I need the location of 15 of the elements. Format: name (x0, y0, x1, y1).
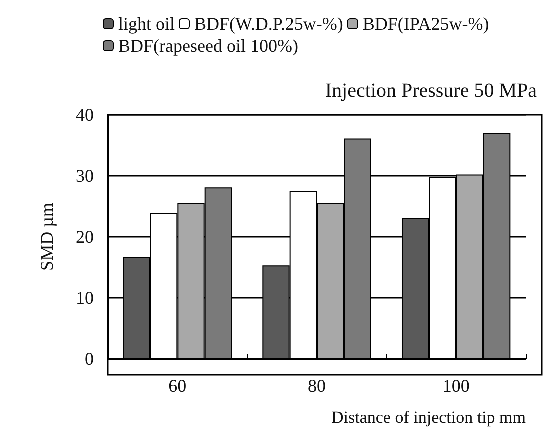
chart-title: Injection Pressure 50 MPa (325, 80, 538, 102)
y-tick-label: 0 (85, 349, 94, 369)
legend-label: BDF(W.D.P.25w-%) (194, 14, 344, 34)
y-axis-title: SMD µm (37, 203, 57, 271)
legend-label: light oil (118, 14, 176, 34)
y-tick-label: 30 (76, 166, 94, 186)
x-tick-label: 60 (168, 376, 187, 396)
legend-label: BDF(IPA25w-%) (362, 14, 490, 34)
x-axis-title: Distance of injection tip mm (331, 408, 526, 427)
y-tick-label: 20 (76, 227, 94, 247)
legend-label: BDF(rapeseed oil 100%) (118, 36, 298, 56)
x-tick-label: 100 (442, 376, 470, 396)
x-tick-label: 80 (308, 376, 326, 396)
y-tick-label: 10 (76, 288, 94, 308)
y-tick-label: 40 (76, 105, 94, 125)
